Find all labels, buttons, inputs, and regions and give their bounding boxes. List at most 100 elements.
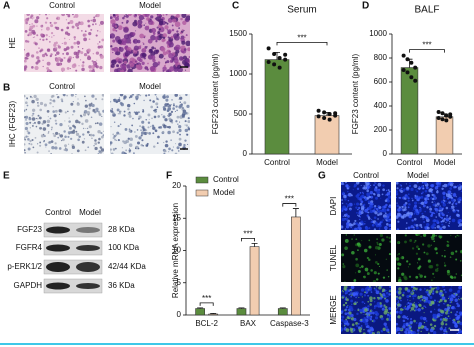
cell bbox=[374, 211, 378, 215]
y-tick-label: 0 bbox=[177, 310, 182, 319]
cell bbox=[363, 185, 366, 187]
cell bbox=[68, 120, 71, 123]
cell bbox=[442, 213, 445, 217]
cell bbox=[171, 149, 174, 152]
sig-bracket bbox=[276, 42, 328, 46]
cell bbox=[140, 143, 144, 147]
cell bbox=[36, 143, 39, 145]
cell bbox=[433, 200, 436, 202]
cell bbox=[173, 58, 179, 64]
cell bbox=[449, 304, 452, 307]
cell bbox=[432, 272, 435, 275]
cell bbox=[369, 317, 373, 321]
row-label: HE bbox=[8, 37, 17, 48]
cell bbox=[168, 53, 174, 59]
cell bbox=[360, 318, 363, 321]
cell bbox=[412, 330, 416, 334]
cell bbox=[374, 187, 378, 192]
cell bbox=[166, 22, 169, 25]
cell bbox=[456, 332, 459, 334]
cell bbox=[385, 203, 388, 207]
cell bbox=[31, 99, 35, 104]
cell bbox=[450, 301, 453, 303]
cell bbox=[27, 131, 31, 135]
cell bbox=[55, 41, 58, 45]
cell bbox=[170, 60, 172, 62]
cell bbox=[141, 61, 145, 65]
cell bbox=[179, 94, 181, 96]
cell bbox=[449, 215, 451, 218]
cell bbox=[382, 276, 386, 279]
cell bbox=[360, 214, 362, 216]
cell bbox=[444, 219, 446, 221]
cell bbox=[388, 332, 391, 334]
x-tick-label: Model bbox=[434, 158, 456, 167]
cell bbox=[71, 64, 76, 69]
cell bbox=[416, 332, 419, 334]
cell bbox=[371, 332, 376, 334]
cell bbox=[87, 24, 91, 28]
cell bbox=[37, 59, 41, 63]
cell bbox=[112, 27, 116, 32]
cell bbox=[370, 201, 373, 205]
cell bbox=[137, 147, 140, 150]
cell bbox=[149, 48, 153, 52]
cell bbox=[346, 316, 350, 319]
cell bbox=[360, 220, 364, 224]
cell bbox=[46, 119, 51, 124]
cell bbox=[72, 114, 74, 116]
cell bbox=[425, 186, 429, 190]
cell bbox=[366, 315, 369, 318]
cell bbox=[87, 146, 90, 149]
cell bbox=[180, 17, 183, 21]
cell bbox=[359, 202, 363, 206]
cell bbox=[97, 43, 99, 45]
cell bbox=[369, 191, 374, 195]
cell bbox=[344, 290, 349, 295]
cell bbox=[366, 192, 371, 197]
cell bbox=[158, 53, 164, 59]
cell bbox=[428, 265, 432, 269]
cell bbox=[396, 215, 399, 219]
cell bbox=[172, 107, 175, 110]
cell bbox=[349, 209, 352, 212]
cell bbox=[455, 236, 457, 238]
cell bbox=[86, 56, 92, 61]
cell bbox=[53, 100, 56, 103]
cell bbox=[386, 213, 388, 216]
cell bbox=[421, 212, 424, 215]
cell bbox=[345, 184, 349, 188]
cell bbox=[406, 294, 410, 299]
cell bbox=[184, 139, 187, 142]
blot-kda: 28 KDa bbox=[108, 225, 135, 234]
cell bbox=[45, 38, 48, 41]
cell bbox=[74, 128, 76, 130]
cell bbox=[352, 189, 354, 191]
cell bbox=[345, 203, 348, 205]
cell bbox=[59, 122, 63, 127]
cell bbox=[157, 63, 160, 66]
cell bbox=[364, 322, 369, 326]
cell bbox=[110, 59, 117, 65]
cell bbox=[456, 322, 459, 325]
cell bbox=[366, 272, 370, 276]
cell bbox=[346, 206, 349, 208]
cell bbox=[446, 202, 448, 204]
cell bbox=[168, 112, 172, 117]
cell bbox=[117, 113, 120, 115]
cell bbox=[167, 29, 172, 34]
cell bbox=[31, 138, 34, 142]
cell bbox=[181, 106, 184, 109]
cell bbox=[436, 211, 438, 214]
cell bbox=[411, 199, 414, 202]
cell bbox=[380, 329, 383, 332]
cell bbox=[40, 29, 43, 31]
cell bbox=[374, 245, 379, 250]
cell bbox=[75, 119, 79, 124]
cell bbox=[343, 325, 346, 327]
cell bbox=[33, 121, 36, 124]
cell bbox=[128, 111, 131, 114]
cell bbox=[425, 196, 429, 201]
cell bbox=[382, 327, 386, 331]
cell bbox=[361, 194, 364, 197]
